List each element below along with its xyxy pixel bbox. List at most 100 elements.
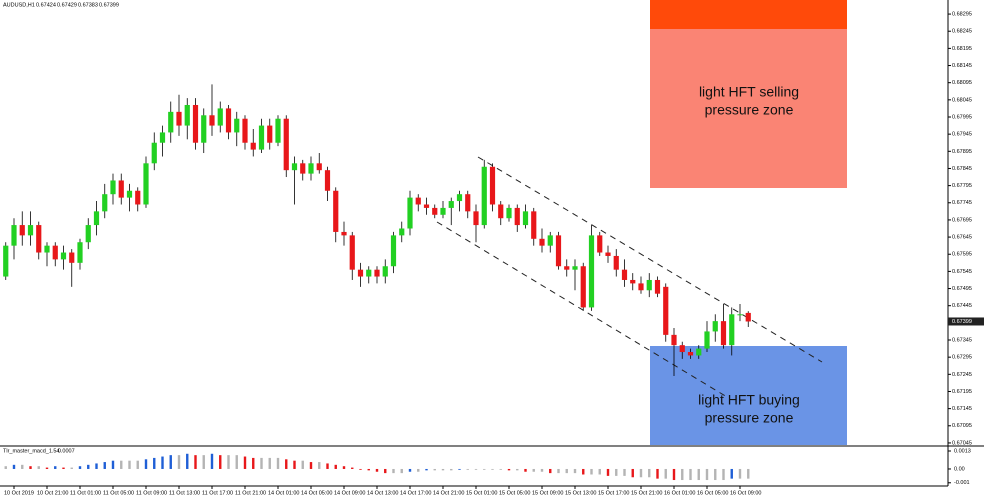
marks	[3, 84, 751, 377]
indicator-bar	[458, 468, 461, 470]
indicator-bar	[186, 453, 189, 469]
indicator-bar	[309, 462, 313, 469]
indicator-bar	[375, 468, 379, 472]
candle-body	[481, 166, 487, 226]
candle-body	[11, 225, 17, 246]
x-tick-label: 16 Oct 09:00	[730, 490, 762, 496]
candle-body	[654, 279, 661, 294]
indicator-bar	[689, 468, 692, 481]
y-tick-label: 0.68295	[952, 12, 972, 18]
y-tick-label: 0.67895	[952, 149, 972, 155]
y-tick-label: 0.67645	[952, 235, 972, 241]
indicator-bar	[450, 468, 453, 471]
candle-body	[349, 235, 355, 270]
indicator-y-tick-label: 0.00	[954, 466, 965, 472]
candle-body	[44, 245, 50, 253]
candle-body	[135, 190, 141, 205]
candle-body	[588, 235, 595, 308]
candle-body	[250, 142, 256, 150]
candle-body	[69, 252, 75, 263]
indicator-bar	[111, 460, 115, 469]
indicator-bar	[202, 455, 205, 469]
candle-body	[291, 163, 298, 171]
indicator-bar	[268, 457, 271, 469]
x-tick-label: 14 Oct 13:00	[367, 490, 399, 496]
indicator-bar	[45, 467, 49, 469]
indicator-bar	[359, 468, 362, 470]
candle-body	[36, 225, 42, 253]
indicator-bar	[120, 460, 123, 469]
indicator-bar	[144, 459, 148, 469]
y-tick-label: 0.68045	[952, 97, 972, 103]
y-tick-label: 0.67345	[952, 337, 972, 343]
y-tick-label: 0.67095	[952, 423, 972, 429]
candle-body	[126, 190, 133, 198]
indicator-bar	[747, 468, 750, 479]
candle-body	[341, 231, 347, 236]
indicator-value: -0.0007	[56, 448, 75, 454]
indicator-bar	[557, 468, 560, 474]
indicator-bar	[697, 468, 700, 481]
candle-body	[539, 238, 545, 246]
channel-lower	[436, 221, 728, 398]
indicator-bar	[738, 468, 742, 479]
indicator-bar	[656, 468, 659, 479]
candle-body	[85, 225, 91, 243]
x-tick-label: 15 Oct 01:00	[466, 490, 498, 496]
candle-body	[27, 225, 34, 236]
indicator-bar	[219, 455, 222, 469]
indicator-bar	[598, 468, 601, 475]
indicator-bar	[722, 468, 725, 481]
candle-body	[267, 125, 273, 143]
candle-body	[234, 118, 240, 133]
indicator-bar	[582, 468, 585, 475]
candle-body	[300, 163, 306, 174]
high-price: 0.67429	[57, 2, 77, 8]
y-tick-label: 0.67595	[952, 252, 972, 258]
low-price: 0.67383	[78, 2, 98, 8]
indicator-bar	[285, 459, 288, 469]
indicator-bar	[631, 468, 634, 478]
indicator-bar	[227, 455, 230, 469]
indicator-bar	[70, 467, 73, 469]
indicator-bar	[590, 468, 593, 475]
candle-body	[366, 269, 372, 277]
candle-body	[630, 279, 636, 284]
candle-body	[242, 118, 248, 143]
candle-body	[564, 266, 570, 270]
candle-body	[489, 166, 496, 205]
candle-body	[646, 279, 652, 291]
indicator-bar	[78, 466, 82, 469]
x-tick-label: 15 Oct 05:00	[499, 490, 531, 496]
y-tick-label: 0.67295	[952, 355, 972, 361]
candle-body	[498, 204, 504, 219]
y-tick-label: 0.67795	[952, 183, 972, 189]
indicator-bar	[499, 468, 502, 470]
x-tick-label: 16 Oct 01:00	[664, 490, 696, 496]
indicator-bar	[483, 468, 486, 470]
indicator-bar	[433, 468, 436, 471]
candle-body	[456, 194, 463, 202]
x-tick-label: 15 Oct 09:00	[532, 490, 564, 496]
candle-body	[357, 269, 364, 277]
y-tick-label: 0.68145	[952, 63, 972, 69]
indicator-bar	[681, 468, 684, 481]
indicator-bar	[12, 464, 16, 469]
candle-body	[580, 266, 586, 308]
indicator-bar	[532, 468, 535, 472]
candle-body	[712, 321, 718, 332]
channel-upper	[477, 156, 823, 363]
candle-body	[102, 194, 108, 212]
y-tick-label: 0.68095	[952, 80, 972, 86]
indicator-bar	[153, 457, 156, 469]
indicator-bar	[252, 457, 255, 469]
y-tick-label: 0.67245	[952, 372, 972, 378]
candle-body	[192, 104, 199, 143]
candle-body	[324, 170, 331, 191]
x-tick-label: 11 Oct 01:00	[70, 490, 101, 496]
indicator-bar	[301, 460, 304, 469]
indicator-bar	[293, 460, 296, 469]
indicator-bar	[342, 466, 346, 469]
candle-body	[308, 163, 314, 174]
indicator-bar	[408, 468, 412, 472]
